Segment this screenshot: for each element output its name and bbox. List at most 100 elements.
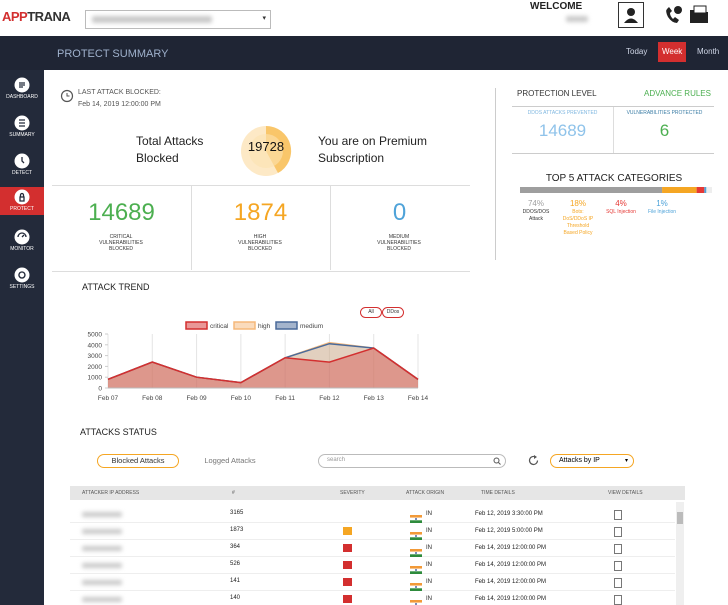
- category-percent: 1%: [656, 199, 668, 208]
- y-tick-label: 5000: [88, 332, 103, 339]
- status-tab[interactable]: Blocked Attacks: [97, 454, 179, 468]
- select-caret: ▾: [262, 15, 266, 22]
- sidebar-label: DETECT: [12, 170, 32, 176]
- period-tab[interactable]: Month: [697, 47, 720, 56]
- last-attack-time: Feb 14, 2019 12:00:00 PM: [78, 101, 161, 108]
- column-header: TIME DETAILS: [481, 490, 515, 496]
- search-box[interactable]: search: [318, 454, 506, 468]
- category-label: Bots: DoS/DDoS IP Threshold Based Policy: [562, 209, 594, 236]
- sidebar-icon: [14, 153, 30, 169]
- view-details[interactable]: [614, 527, 622, 537]
- folder-icon[interactable]: [688, 4, 712, 26]
- origin-code: IN: [426, 545, 432, 551]
- icon-glyph: [21, 157, 25, 164]
- view-details[interactable]: [614, 595, 622, 605]
- site-select[interactable]: ▾: [85, 10, 271, 29]
- attack-time: Feb 14, 2019 12:00:00 PM: [475, 596, 547, 602]
- scroll-thumb[interactable]: [677, 512, 683, 524]
- y-tick-label: 2000: [88, 364, 103, 371]
- flag: [410, 583, 422, 591]
- legend-label: medium: [300, 323, 323, 330]
- filter-select[interactable]: Attacks by IP ▾: [550, 454, 634, 468]
- x-tick-label: Feb 10: [231, 395, 252, 402]
- refresh-icon[interactable]: [527, 454, 540, 467]
- sidebar: DASHBOARD SUMMARY DETECT PROTECT MONITOR SETT…: [0, 70, 44, 605]
- counter-value: 14689: [88, 199, 155, 226]
- severity-badge: [343, 544, 352, 552]
- severity-badge: [343, 578, 352, 586]
- phone-icon[interactable]: [662, 4, 684, 26]
- view-details[interactable]: [614, 510, 622, 520]
- period-tab[interactable]: Today: [626, 47, 648, 56]
- blurred-ip: [82, 546, 122, 551]
- icon-glyph: [19, 192, 25, 202]
- vuln-value: 6: [659, 121, 670, 140]
- view-details[interactable]: [614, 544, 622, 554]
- sidebar-item[interactable]: PROTECT: [0, 187, 44, 215]
- category-label: DDOS/DOS Attack: [522, 209, 550, 222]
- x-tick-label: Feb 13: [364, 395, 385, 402]
- ddos-value: 14689: [538, 121, 587, 140]
- legend-swatch: [275, 321, 298, 330]
- sidebar-label: MONITOR: [10, 246, 34, 252]
- origin-flag: [410, 510, 422, 523]
- sidebar-icon: [14, 77, 30, 93]
- total-value: 19728: [247, 139, 285, 154]
- top5-title: TOP 5 ATTACK CATEGORIES: [545, 173, 683, 184]
- top5-bar: [520, 187, 712, 193]
- view-details[interactable]: [614, 561, 622, 571]
- x-tick-label: Feb 14: [408, 395, 429, 402]
- attack-count: 1873: [230, 527, 244, 533]
- category-percent: 74%: [527, 199, 544, 208]
- scrollbar[interactable]: [676, 502, 684, 605]
- blurred-user: [566, 16, 588, 22]
- row-line: [70, 556, 675, 557]
- counter-row: [52, 185, 470, 272]
- category-label: File Injection: [647, 209, 677, 215]
- flag: [410, 532, 422, 540]
- sidebar-item[interactable]: DETECT: [0, 151, 44, 181]
- logo[interactable]: APPTRANA: [2, 9, 71, 24]
- divider: [495, 88, 496, 260]
- attack-time: Feb 14, 2019 12:00:00 PM: [475, 562, 547, 568]
- plan-text: You are on Premium Subscription: [318, 134, 427, 165]
- origin-flag: [410, 578, 422, 591]
- sidebar-item[interactable]: MONITOR: [0, 227, 44, 257]
- column-header: VIEW DETAILS: [608, 490, 643, 496]
- category-label: SQL Injection: [606, 209, 636, 215]
- welcome: WELCOME: [530, 1, 583, 12]
- attack-count: 140: [230, 595, 241, 601]
- sidebar-item[interactable]: SETTINGS: [0, 265, 44, 295]
- logo-prefix: APP: [2, 9, 28, 24]
- severity-badge: [343, 527, 352, 535]
- flag: [410, 549, 422, 557]
- counter-label: MEDIUM VULNERABILITIES BLOCKED: [377, 234, 421, 252]
- trend-filter[interactable]: All: [360, 307, 382, 318]
- total-ring: [241, 125, 292, 176]
- total-label: Total Attacks Blocked: [136, 134, 204, 165]
- user-icon[interactable]: [618, 2, 644, 28]
- origin-flag: [410, 527, 422, 540]
- icon-bg: [14, 267, 30, 283]
- sidebar-item[interactable]: SUMMARY: [0, 113, 44, 143]
- x-tick-label: Feb 11: [275, 395, 295, 402]
- x-tick-label: Feb 07: [98, 395, 119, 402]
- clock-icon: [60, 89, 74, 103]
- status-tab[interactable]: Logged Attacks: [204, 456, 256, 465]
- sidebar-label: SETTINGS: [9, 284, 35, 290]
- origin-code: IN: [426, 596, 432, 602]
- sidebar-item[interactable]: DASHBOARD: [0, 75, 44, 105]
- attack-count: 3165: [230, 510, 244, 516]
- category-percent: 18%: [569, 199, 586, 208]
- view-details[interactable]: [614, 578, 622, 588]
- y-tick-label: 1000: [88, 375, 103, 382]
- period-tab[interactable]: Week: [658, 42, 687, 62]
- flag: [410, 600, 422, 605]
- box-divider: [613, 107, 614, 153]
- attack-time: Feb 14, 2019 12:00:00 PM: [475, 545, 547, 551]
- attack-time: Feb 14, 2019 12:00:00 PM: [475, 579, 547, 585]
- page-title: PROTECT SUMMARY: [57, 48, 169, 60]
- trend-filter[interactable]: DDos: [382, 307, 404, 318]
- advance-rules-link[interactable]: ADVANCE RULES: [644, 89, 711, 98]
- attack-count: 364: [230, 544, 241, 550]
